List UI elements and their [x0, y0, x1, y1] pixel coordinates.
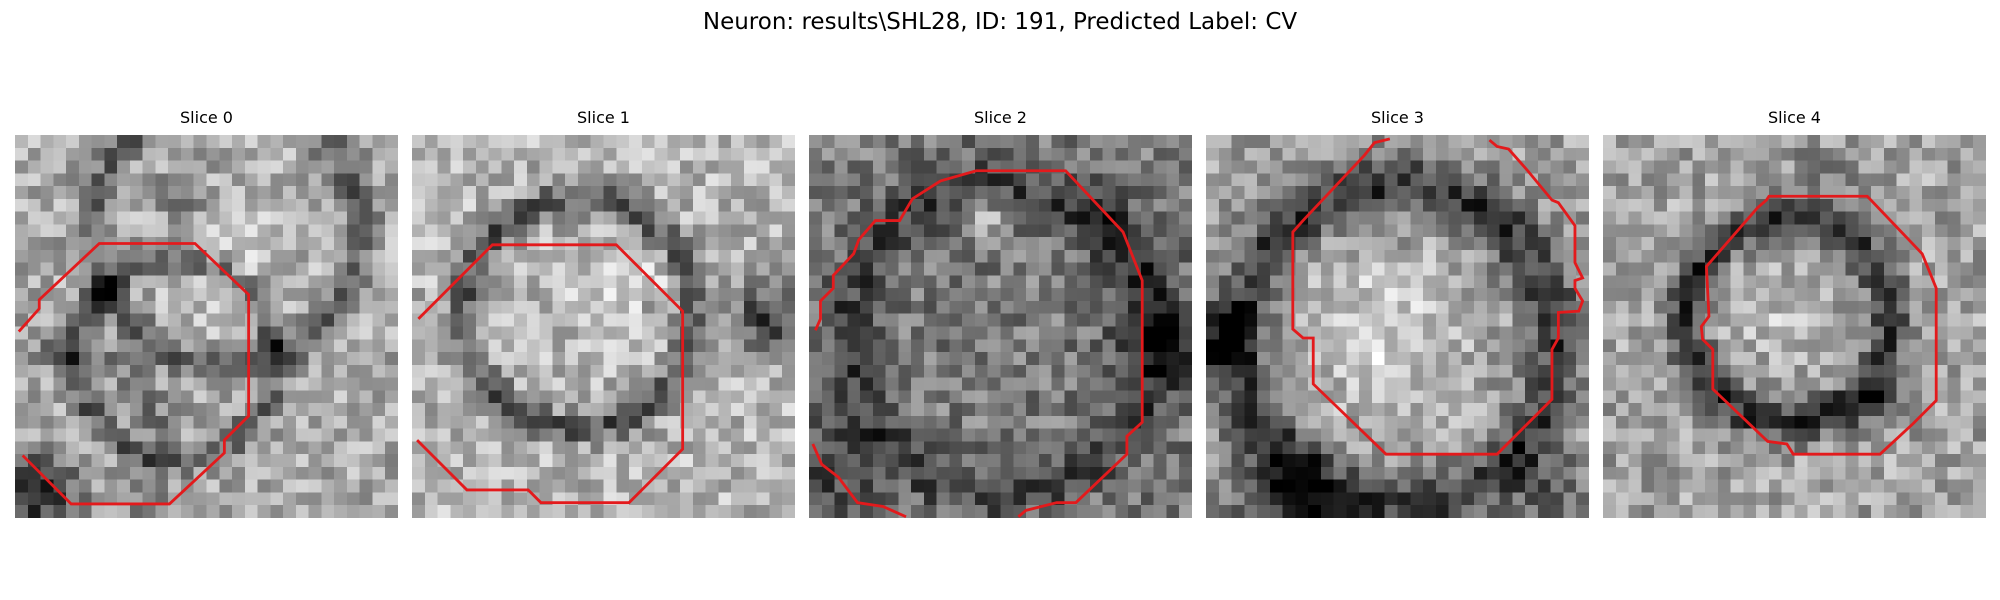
roi-contour [17, 242, 251, 506]
slice-image-3 [1206, 135, 1589, 518]
slice-image-4 [1603, 135, 1986, 518]
slice-title-3: Slice 3 [1371, 108, 1424, 127]
slice-panel-0: Slice 0 [15, 108, 398, 518]
roi-contour [416, 243, 685, 505]
figure-title: Neuron: results\SHL28, ID: 191, Predicte… [702, 9, 1298, 35]
slice-image-2 [809, 135, 1192, 518]
slice-title-4: Slice 4 [1768, 108, 1821, 127]
slice-panel-1: Slice 1 [412, 108, 795, 518]
slice-image-1 [412, 135, 795, 518]
slice-image-0 [15, 135, 398, 518]
pixel-grid [1603, 135, 1986, 518]
pixel-grid [1206, 135, 1589, 518]
roi-contour-fragment [811, 443, 907, 518]
slice-title-2: Slice 2 [974, 108, 1027, 127]
slice-panel-4: Slice 4 [1603, 108, 1986, 518]
pixel-grid [412, 135, 795, 518]
slice-title-0: Slice 0 [180, 108, 233, 127]
slice-panel-3: Slice 3 [1206, 108, 1589, 518]
roi-contour [814, 169, 1144, 518]
slice-panel-2: Slice 2 [809, 108, 1192, 518]
pixel-grid [809, 135, 1192, 518]
slice-title-1: Slice 1 [577, 108, 630, 127]
roi-contour [1699, 194, 1938, 456]
pixel-grid [15, 135, 398, 518]
roi-contour [1291, 137, 1585, 456]
